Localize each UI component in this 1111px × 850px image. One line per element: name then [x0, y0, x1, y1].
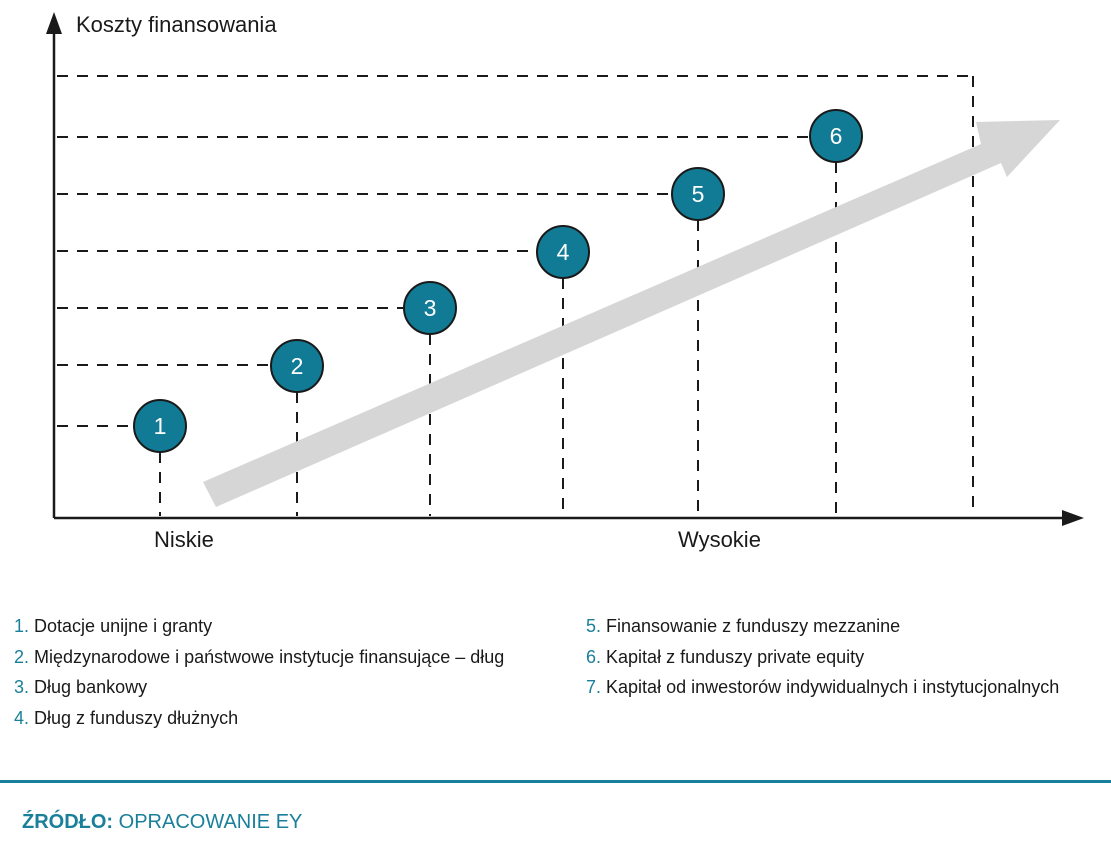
legend-num: 6.	[586, 646, 602, 667]
legend-item-3: 3. Dług bankowy	[14, 672, 504, 703]
legend-text: Dług bankowy	[34, 677, 148, 697]
node-4: 4	[536, 225, 590, 279]
legend-text: Dług z funduszy dłużnych	[34, 707, 239, 728]
financing-cost-diagram: Koszty finansowania Niskie Wysokie 1 2 3…	[46, 12, 1084, 552]
footer-divider	[0, 780, 1111, 783]
node-4-label: 4	[557, 239, 570, 265]
legend-text: Dotacje unijne i granty	[34, 616, 213, 636]
x-tick-high: Wysokie	[678, 527, 761, 552]
y-axis-arrowhead	[46, 12, 62, 34]
legend-item-5: 5. Finansowanie z funduszy mezzanine	[586, 611, 1059, 642]
node-6-label: 6	[830, 123, 843, 149]
legend-right: 5. Finansowanie z funduszy mezzanine 6. …	[586, 611, 1059, 703]
node-2: 2	[270, 339, 324, 393]
source-text: OPRACOWANIE EY	[118, 811, 303, 833]
axes	[52, 28, 1066, 520]
legend-item-1: 1. Dotacje unijne i granty	[14, 611, 504, 642]
node-1-label: 1	[154, 413, 167, 439]
legend-item-2: 2. Międzynarodowe i państwowe instytucje…	[14, 642, 504, 673]
legend-item-7: 7. Kapitał od inwestorów indywidualnych …	[586, 672, 1059, 703]
node-5-label: 5	[692, 181, 705, 207]
x-tick-low: Niskie	[154, 527, 214, 552]
legend-text: Kapitał od inwestorów indywidualnych i i…	[606, 677, 1060, 697]
legend-left: 1. Dotacje unijne i granty 2. Międzynaro…	[14, 611, 504, 733]
legend-num: 2.	[14, 646, 30, 667]
node-5: 5	[671, 167, 725, 221]
node-6: 6	[809, 109, 863, 163]
legend-text: Finansowanie z funduszy mezzanine	[606, 616, 901, 636]
trend-arrow	[203, 120, 1060, 507]
x-axis-arrowhead	[1062, 510, 1084, 526]
legend-num: 1.	[14, 616, 30, 636]
legend-num: 7.	[586, 677, 602, 697]
node-3-label: 3	[424, 295, 437, 321]
legend-item-6: 6. Kapitał z funduszy private equity	[586, 642, 1059, 673]
legend-item-4: 4. Dług z funduszy dłużnych	[14, 703, 504, 734]
node-2-label: 2	[291, 353, 304, 379]
legend-num: 4.	[14, 707, 30, 728]
y-axis-title: Koszty finansowania	[76, 12, 277, 37]
legend-text: Międzynarodowe i państwowe instytucje fi…	[34, 646, 505, 667]
source-label: ŹRÓDŁO:	[22, 811, 114, 833]
legend-num: 5.	[586, 616, 602, 636]
legend-text: Kapitał z funduszy private equity	[606, 646, 865, 667]
node-3: 3	[403, 281, 457, 335]
source-line: ŹRÓDŁO: OPRACOWANIE EY	[22, 811, 302, 834]
node-1: 1	[133, 399, 187, 453]
legend-num: 3.	[14, 677, 30, 697]
